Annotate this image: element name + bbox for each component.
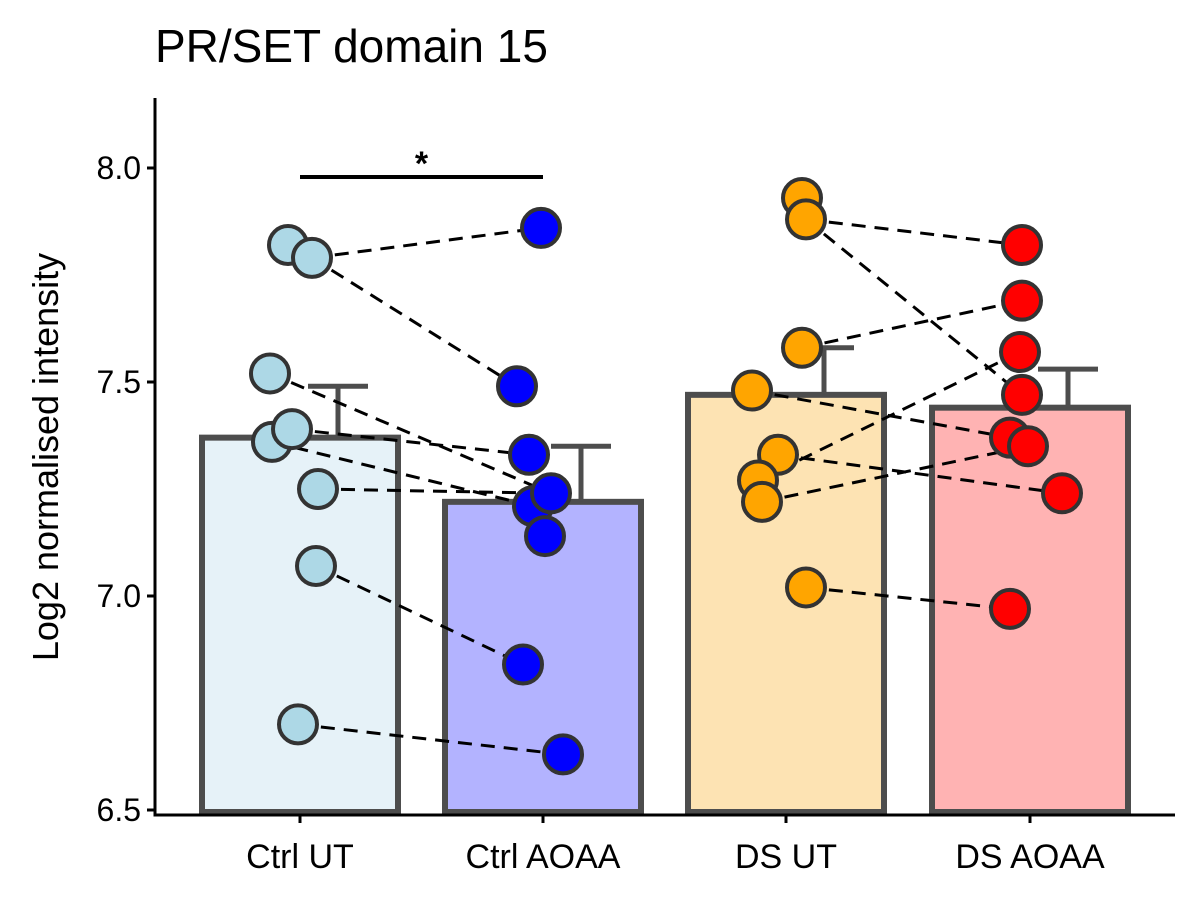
error-bars bbox=[308, 345, 1098, 502]
axes: 6.5 7.0 7.5 8.0 Ctrl UT Ctrl AOAA DS UT DS AOAA bbox=[97, 98, 1175, 876]
y-axis-label: Log2 normalised intensity bbox=[25, 253, 66, 661]
data-point-0-6 bbox=[295, 545, 337, 588]
paired-line-10 bbox=[801, 299, 1023, 350]
significance-annotation: * bbox=[300, 145, 543, 183]
data-point-3-7 bbox=[989, 587, 1031, 630]
data-point-2-3 bbox=[731, 369, 773, 412]
paired-line-2 bbox=[269, 372, 552, 495]
data-point-2-1 bbox=[785, 198, 827, 241]
paired-line-13 bbox=[757, 350, 1021, 482]
x-tick-label-2: DS UT bbox=[735, 838, 837, 876]
paired-line-11 bbox=[751, 389, 1011, 440]
paired-lines-overlay bbox=[269, 217, 1063, 756]
significance-label: * bbox=[415, 145, 429, 183]
data-point-1-6 bbox=[502, 643, 544, 686]
bar-0 bbox=[199, 434, 401, 815]
data-point-1-1 bbox=[496, 365, 538, 408]
data-point-0-7 bbox=[277, 703, 319, 746]
data-point-1-4 bbox=[530, 472, 572, 515]
x-tick-label-0: Ctrl UT bbox=[246, 838, 354, 876]
paired-line-15 bbox=[805, 585, 1011, 611]
data-point-3-3 bbox=[1001, 373, 1043, 416]
chart-title: PR/SET domain 15 bbox=[155, 20, 548, 72]
data-point-3-6 bbox=[1041, 472, 1083, 515]
data-point-1-2 bbox=[508, 433, 550, 476]
paired-line-0 bbox=[311, 226, 542, 260]
data-point-3-2 bbox=[999, 331, 1041, 374]
y-tick-label-1: 7.0 bbox=[97, 578, 141, 614]
data-point-0-4 bbox=[271, 408, 313, 451]
data-point-3-1 bbox=[1001, 279, 1043, 322]
paired-line-12 bbox=[777, 453, 1063, 495]
paired-line-6 bbox=[315, 564, 524, 666]
paired-line-9 bbox=[805, 218, 1023, 397]
paired-line-3 bbox=[291, 427, 530, 457]
data-point-2-7 bbox=[785, 566, 827, 609]
data-point-0-2 bbox=[249, 352, 291, 395]
x-tick-label-3: DS AOAA bbox=[955, 838, 1105, 876]
paired-line-5 bbox=[317, 487, 552, 495]
data-point-1-7 bbox=[542, 733, 584, 776]
paired-line-1 bbox=[311, 256, 518, 388]
data-point-2-2 bbox=[781, 326, 823, 369]
data-point-2-6 bbox=[741, 480, 783, 523]
data-point-3-5 bbox=[1007, 425, 1049, 468]
y-tick-label-3: 8.0 bbox=[97, 150, 141, 186]
data-point-0-5 bbox=[297, 468, 339, 510]
x-tick-label-1: Ctrl AOAA bbox=[466, 838, 621, 876]
paired-line-8 bbox=[805, 217, 1023, 247]
data-point-1-5 bbox=[524, 515, 566, 558]
data-point-1-0 bbox=[520, 206, 562, 249]
y-tick-label-2: 7.5 bbox=[97, 364, 141, 400]
data-point-0-1 bbox=[291, 236, 333, 279]
y-tick-label-0: 6.5 bbox=[97, 792, 141, 828]
data-point-3-0 bbox=[1001, 224, 1043, 267]
data-points bbox=[249, 176, 1083, 776]
